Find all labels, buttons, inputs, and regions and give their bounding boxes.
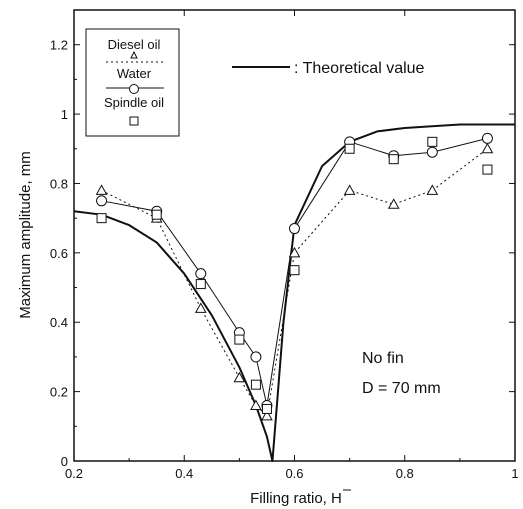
series-line-diesel-oil [101, 148, 488, 417]
y-tick-label: 0.4 [50, 315, 68, 330]
diesel-point [481, 142, 494, 154]
water-point [195, 268, 207, 280]
legend-label-diesel: Diesel oil [108, 37, 161, 52]
spindle-point [427, 136, 438, 147]
spindle-point [261, 403, 272, 414]
annotation-diameter: D = 70 mm [362, 380, 441, 397]
spindle-point [344, 143, 355, 154]
theory-legend: : Theoretical value [232, 60, 425, 77]
diesel-point [426, 184, 439, 195]
y-tick-label: 0.2 [50, 385, 68, 400]
diesel-point [387, 198, 400, 209]
theoretical-curve [73, 123, 515, 462]
y-tick-label: 0 [61, 454, 68, 469]
y-tick-label: 1.2 [50, 38, 68, 53]
annotation-no-fin: No fin [362, 350, 404, 367]
x-tick-label: 0.4 [175, 466, 193, 481]
spindle-point [195, 279, 206, 290]
x-axis-title: Filling ratio, H [250, 490, 342, 507]
diesel-point [194, 302, 207, 313]
diesel-point [233, 371, 246, 383]
legend-label-spindle: Spindle oil [104, 95, 164, 110]
diesel-point [261, 409, 273, 421]
legend: Diesel oil Water Spindle oil [85, 28, 180, 137]
diesel-point [95, 184, 108, 195]
water-point [96, 195, 108, 207]
series-line-theoretical-value [73, 123, 515, 462]
x-tick-label: 0.2 [65, 466, 83, 481]
water-point [250, 351, 262, 363]
theory-legend-label: : Theoretical value [294, 60, 425, 77]
spindle-point [482, 164, 493, 175]
y-axis-title: Maximum amplitude, mm [17, 151, 34, 319]
legend-marker-circle [129, 84, 139, 94]
legend-marker-square [129, 116, 139, 126]
spindle-point [151, 209, 162, 220]
spindle-point [250, 379, 261, 390]
water-point [289, 223, 300, 235]
axis-ticks: 0.2 0.4 0.6 0.8 100.20.40.60.811.2 [50, 9, 519, 481]
spindle-point [96, 213, 107, 224]
diesel-point [250, 399, 262, 410]
legend-marker-triangle [130, 50, 138, 59]
spindle-point [234, 334, 245, 345]
legend-label-water: Water [117, 66, 152, 81]
x-tick-label: 0.6 [285, 466, 303, 481]
spindle-point [388, 154, 399, 165]
y-tick-label: 0.6 [50, 246, 68, 261]
x-tick-label: 0.8 [396, 466, 414, 481]
x-tick-label: 1 [511, 466, 518, 481]
diesel-point [343, 184, 356, 195]
y-tick-label: 1 [61, 107, 68, 122]
diesel-point [288, 246, 301, 258]
series-markers [95, 132, 494, 421]
water-point [481, 132, 493, 144]
water-point [426, 146, 438, 158]
y-tick-label: 0.8 [50, 176, 68, 191]
series-lines [101, 137, 488, 417]
spindle-point [289, 265, 300, 276]
